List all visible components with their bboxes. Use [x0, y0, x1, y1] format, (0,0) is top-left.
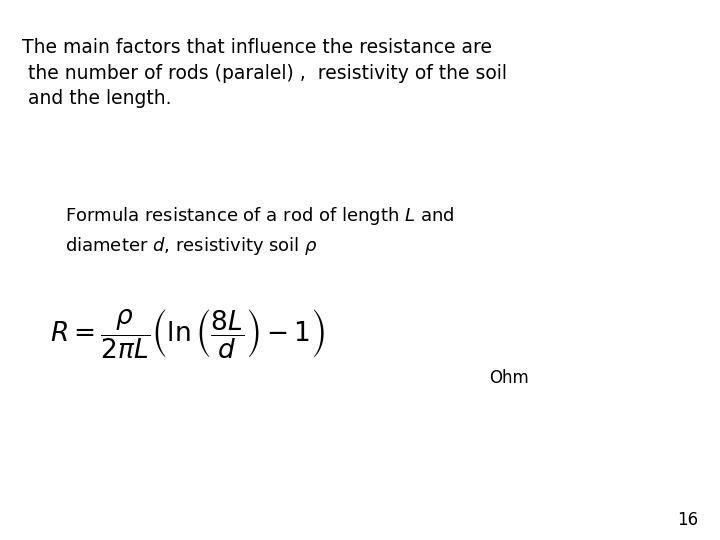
- Text: 16: 16: [678, 511, 698, 529]
- Text: The main factors that influence the resistance are
 the number of rods (paralel): The main factors that influence the resi…: [22, 38, 507, 109]
- Text: Formula resistance of a rod of length $L$ and
diameter $d$, resistivity soil $\r: Formula resistance of a rod of length $L…: [65, 205, 454, 257]
- Text: Ohm: Ohm: [490, 369, 529, 387]
- Text: $R = \dfrac{\rho}{2\pi L}\left(\ln\left(\dfrac{8L}{d}\right)-1\right)$: $R = \dfrac{\rho}{2\pi L}\left(\ln\left(…: [50, 308, 325, 361]
